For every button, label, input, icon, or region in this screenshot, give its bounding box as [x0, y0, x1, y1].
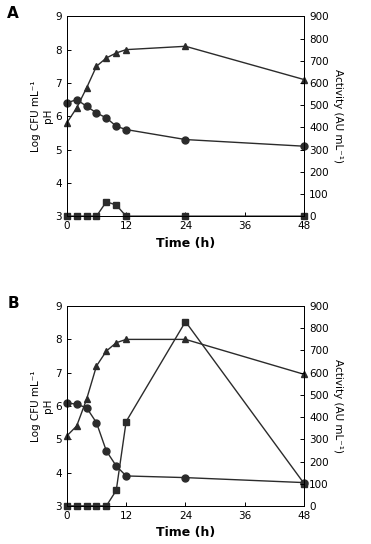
Y-axis label: Activity (AU mL⁻¹): Activity (AU mL⁻¹): [332, 359, 342, 453]
X-axis label: Time (h): Time (h): [156, 237, 215, 250]
X-axis label: Time (h): Time (h): [156, 527, 215, 539]
Y-axis label: Log CFU mL⁻¹
pH: Log CFU mL⁻¹ pH: [31, 370, 53, 442]
Text: B: B: [7, 296, 19, 311]
Text: A: A: [7, 7, 19, 21]
Y-axis label: Log CFU mL⁻¹
pH: Log CFU mL⁻¹ pH: [31, 81, 53, 152]
Y-axis label: Activity (AU mL⁻¹): Activity (AU mL⁻¹): [332, 69, 342, 163]
